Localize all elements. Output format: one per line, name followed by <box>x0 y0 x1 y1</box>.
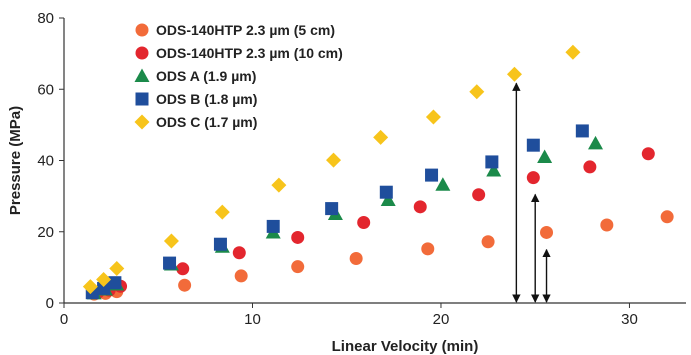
data-point <box>109 260 125 276</box>
data-point <box>214 204 230 220</box>
data-point <box>379 185 393 199</box>
series-2 <box>86 135 604 300</box>
data-point <box>357 215 371 229</box>
data-point <box>213 237 227 251</box>
data-point <box>486 162 502 177</box>
x-tick-label: 30 <box>621 311 638 328</box>
data-point <box>537 149 553 163</box>
data-point <box>425 109 441 125</box>
legend-marker <box>135 23 149 37</box>
data-point <box>326 152 342 168</box>
data-point <box>565 44 581 60</box>
data-point <box>380 192 396 207</box>
data-point <box>163 233 179 249</box>
plot-frame: 0 10 20 30 0 20 40 60 80 <box>37 10 686 328</box>
legend-item: ODS C (1.7 µm) <box>134 114 257 130</box>
y-axis-label: Pressure (MPa) <box>7 106 24 215</box>
legend-item: ODS B (1.8 µm) <box>135 91 257 107</box>
data-point <box>575 124 589 138</box>
series-4 <box>82 44 581 295</box>
data-point <box>421 242 435 256</box>
data-point <box>413 200 427 214</box>
y-tick-label: 20 <box>37 224 54 241</box>
annotations-layer <box>512 82 551 303</box>
data-point <box>232 246 246 260</box>
data-point <box>526 171 540 185</box>
data-point <box>108 276 122 290</box>
legend-marker <box>134 114 150 130</box>
data-point <box>588 135 604 150</box>
data-point <box>425 168 439 182</box>
series-1 <box>91 147 655 299</box>
legend-marker <box>135 92 149 106</box>
data-point <box>373 129 389 145</box>
points-layer <box>82 44 674 301</box>
data-point <box>469 84 485 100</box>
data-point <box>506 66 522 82</box>
data-point <box>271 177 287 193</box>
legend-item: ODS-140HTP 2.3 µm (5 cm) <box>135 22 335 38</box>
series-0 <box>87 210 674 301</box>
data-point <box>234 269 248 283</box>
data-point <box>96 271 112 287</box>
y-tick-label: 40 <box>37 153 54 170</box>
series-3 <box>85 124 589 300</box>
legend-marker <box>134 68 150 82</box>
data-point <box>325 202 339 216</box>
legend-label: ODS-140HTP 2.3 µm (10 cm) <box>156 45 343 61</box>
data-point <box>435 177 451 191</box>
data-point <box>163 256 177 270</box>
data-point <box>97 281 111 295</box>
data-point <box>641 147 655 161</box>
data-point <box>266 219 280 233</box>
data-point <box>660 210 674 224</box>
legend-label: ODS A (1.9 µm) <box>156 68 256 84</box>
data-point <box>583 160 597 174</box>
legend-label: ODS-140HTP 2.3 µm (5 cm) <box>156 22 335 38</box>
data-point <box>176 262 190 276</box>
data-point <box>526 138 540 152</box>
data-point <box>540 225 554 239</box>
legend-marker <box>135 46 149 60</box>
y-tick-label: 80 <box>37 10 54 27</box>
legend-label: ODS C (1.7 µm) <box>156 114 257 130</box>
data-point <box>291 260 305 274</box>
x-axis-label: Linear Velocity (min) <box>332 338 479 355</box>
legend: ODS-140HTP 2.3 µm (5 cm) ODS-140HTP 2.3 µ… <box>134 22 343 130</box>
data-point <box>481 235 495 249</box>
data-point <box>472 188 486 202</box>
legend-item: ODS-140HTP 2.3 µm (10 cm) <box>135 45 343 61</box>
data-point <box>349 251 363 265</box>
data-point <box>82 279 98 295</box>
legend-item: ODS A (1.9 µm) <box>134 68 256 84</box>
data-point <box>600 218 614 232</box>
x-tick-label: 20 <box>433 311 450 328</box>
data-point <box>485 155 499 169</box>
data-point <box>178 278 192 292</box>
data-point <box>291 230 305 244</box>
x-tick-label: 10 <box>244 311 261 328</box>
legend-label: ODS B (1.8 µm) <box>156 91 257 107</box>
y-tick-label: 0 <box>46 295 54 312</box>
y-tick-label: 60 <box>37 81 54 98</box>
x-tick-label: 0 <box>60 311 68 328</box>
